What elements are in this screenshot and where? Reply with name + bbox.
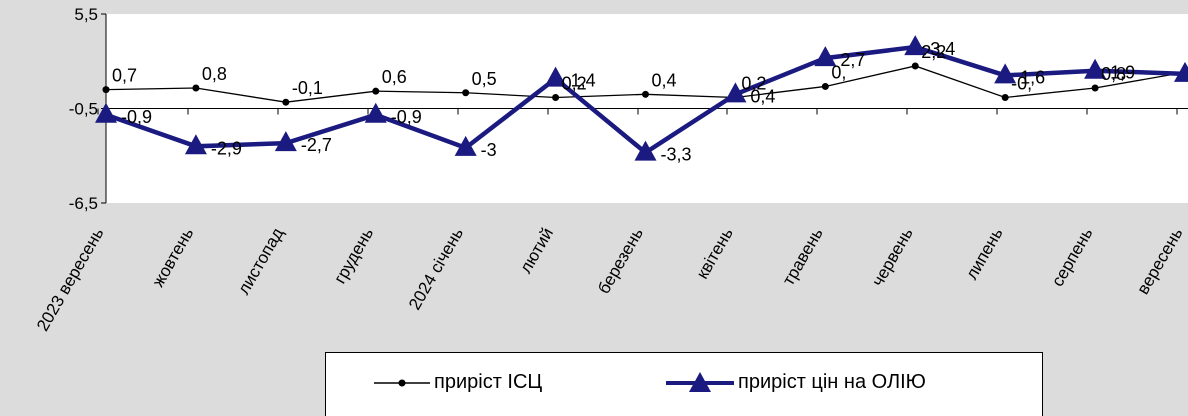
data-label-oil: 0,4 <box>750 86 775 106</box>
data-point-cpi <box>552 93 560 101</box>
data-label-oil: 2,7 <box>840 50 865 70</box>
data-point-cpi <box>372 87 380 95</box>
data-label-oil: 1,6 <box>1020 67 1045 87</box>
data-point-oil <box>1174 61 1188 82</box>
data-label-oil: -0,9 <box>391 107 422 127</box>
data-point-cpi <box>282 98 290 106</box>
y-tick-label: 5,5 <box>74 5 98 24</box>
x-tick-label: листопад <box>234 224 287 297</box>
legend-marker-cpi <box>374 379 430 387</box>
data-label-oil: 1,9 <box>1110 63 1135 83</box>
data-point-oil <box>95 102 117 123</box>
x-tick-label: жовтень <box>149 224 198 290</box>
legend-marker-oil <box>666 372 734 392</box>
data-point-cpi <box>821 82 829 90</box>
x-tick-label: липень <box>962 224 1007 282</box>
data-label-cpi: 0, <box>831 62 846 82</box>
data-point-cpi <box>1001 93 1009 101</box>
data-label-cpi: -0, <box>1011 73 1032 93</box>
x-tick-label: травень <box>779 224 827 288</box>
x-tick-label: грудень <box>330 224 377 286</box>
data-label-cpi: -0,1 <box>292 78 323 98</box>
data-point-cpi <box>1091 84 1099 92</box>
data-point-cpi <box>911 62 919 70</box>
x-tick-label: лютий <box>516 225 557 277</box>
data-point-oil <box>1084 58 1107 79</box>
data-point-oil <box>364 102 387 123</box>
data-label-cpi: 0,8 <box>202 64 227 84</box>
data-label-oil: -3 <box>481 140 497 160</box>
data-label-oil: 1,4 <box>571 71 596 91</box>
data-point-oil <box>634 140 657 161</box>
x-tick-label: березень <box>594 224 647 297</box>
data-label-cpi: 0,5 <box>472 69 497 89</box>
data-point-oil <box>994 63 1017 84</box>
data-label-cpi: 0,2 <box>562 73 587 93</box>
data-label-oil: -2,7 <box>301 135 332 155</box>
x-tick-label: квітень <box>693 224 737 282</box>
data-point-cpi <box>102 86 110 94</box>
data-label-oil: -0,9 <box>121 107 152 127</box>
data-label-oil: -2,9 <box>211 138 242 158</box>
y-tick-label: -0,5 <box>69 100 98 119</box>
x-tick-label: серпень <box>1048 224 1097 289</box>
data-point-cpi <box>642 90 649 98</box>
x-tick-label: червень <box>868 224 917 289</box>
data-point-oil <box>184 134 207 155</box>
data-point-oil <box>544 66 567 87</box>
data-label-cpi: 0,7 <box>112 66 137 86</box>
x-tick-label: вересень <box>1133 224 1186 297</box>
x-tick-label: 2024 січень <box>405 224 467 313</box>
legend-label-cpi: приріст ІСЦ <box>434 371 543 393</box>
data-point-oil <box>454 135 477 156</box>
data-label-oil: -3,3 <box>661 145 692 165</box>
legend: приріст ІСЦ приріст цін на ОЛІЮ <box>325 352 1043 416</box>
data-label-cpi: 0,6 <box>382 67 407 87</box>
data-point-oil <box>814 46 837 67</box>
data-label-cpi: 2,2 <box>921 42 946 62</box>
data-point-oil <box>904 35 927 56</box>
data-label-oil: 3,4 <box>930 39 955 59</box>
x-tick-label: 2023 вересень <box>33 224 107 334</box>
legend-label-oil: приріст цін на ОЛІЮ <box>738 371 926 393</box>
y-tick-label: -6,5 <box>69 194 98 213</box>
data-label-cpi: 0,8 <box>1101 64 1126 84</box>
data-label-cpi: 0,4 <box>652 70 677 90</box>
data-point-oil <box>274 131 297 152</box>
data-point-cpi <box>192 84 200 92</box>
data-point-oil <box>724 82 747 103</box>
data-label-cpi: 0,2 <box>741 73 766 93</box>
data-point-cpi <box>462 89 470 97</box>
